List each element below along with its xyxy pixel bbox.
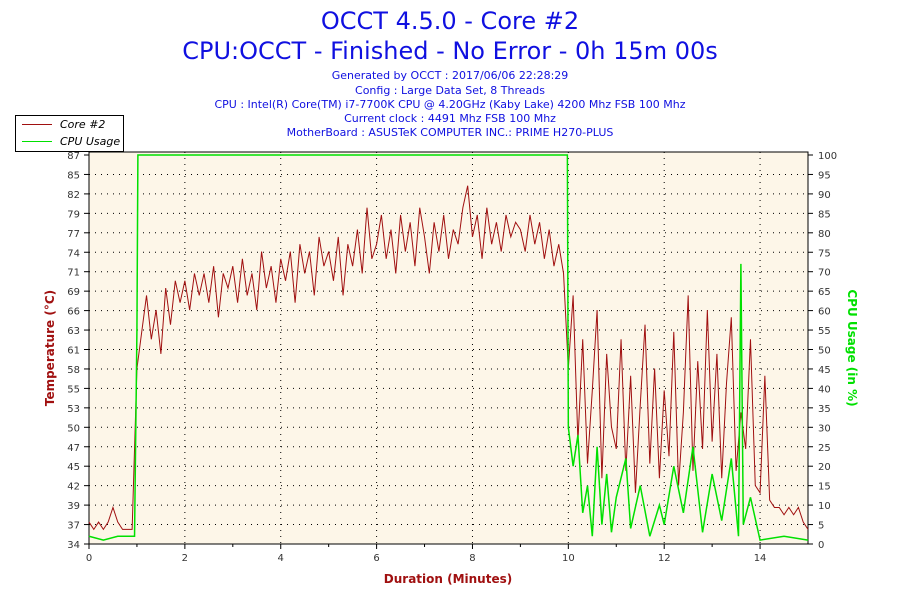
y-tick-label: 34 bbox=[67, 540, 80, 551]
y2-tick-label: 100 bbox=[818, 151, 837, 162]
y-tick-label: 50 bbox=[67, 423, 80, 434]
y-tick-label: 66 bbox=[67, 307, 80, 318]
series-cpu-usage-line bbox=[88, 154, 809, 541]
y-tick-label: 82 bbox=[67, 190, 80, 201]
y2-tick-label: 50 bbox=[818, 346, 831, 357]
y-tick-label: 87 bbox=[67, 151, 80, 162]
y-tick-label: 53 bbox=[67, 404, 80, 415]
y-tick-label: 61 bbox=[67, 346, 80, 357]
plot-area bbox=[88, 151, 809, 545]
y2-tick-label: 80 bbox=[818, 229, 831, 240]
chart-title: OCCT 4.5.0 - Core #2 bbox=[320, 7, 580, 35]
y-tick-label: 47 bbox=[67, 443, 80, 454]
y-tick-label: 55 bbox=[67, 384, 80, 395]
y-tick-label: 74 bbox=[67, 248, 80, 259]
x-tick-label: 8 bbox=[469, 553, 475, 564]
y2-tick-label: 5 bbox=[818, 521, 824, 532]
y-tick-label: 79 bbox=[67, 209, 80, 220]
x-tick-label: 14 bbox=[754, 553, 767, 564]
legend-cpu-usage: CPU Usage bbox=[22, 133, 120, 150]
info-config: Config : Large Data Set, 8 Threads bbox=[355, 84, 545, 97]
info-motherboard: MotherBoard : ASUSTeK COMPUTER INC.: PRI… bbox=[286, 126, 614, 139]
y-tick-label: 69 bbox=[67, 287, 80, 298]
x-tick-label: 12 bbox=[658, 553, 671, 564]
y2-tick-label: 55 bbox=[818, 326, 831, 337]
x-tick-label: 10 bbox=[562, 553, 575, 564]
y2-tick-label: 70 bbox=[818, 268, 831, 279]
y-tick-label: 58 bbox=[67, 365, 80, 376]
y-tick-label: 85 bbox=[67, 170, 80, 181]
x-tick-label: 6 bbox=[373, 553, 379, 564]
y2-tick-label: 85 bbox=[818, 209, 831, 220]
y2-tick-label: 30 bbox=[818, 423, 831, 434]
y2-tick-label: 65 bbox=[818, 287, 831, 298]
series-core2-line bbox=[88, 185, 809, 531]
legend: Core #2 CPU Usage bbox=[15, 115, 124, 152]
y2-tick-label: 40 bbox=[818, 384, 831, 395]
y2-tick-label: 25 bbox=[818, 443, 831, 454]
y2-tick-label: 45 bbox=[818, 365, 831, 376]
y-tick-label: 63 bbox=[67, 326, 80, 337]
x-tick-label: 0 bbox=[86, 553, 92, 564]
legend-core2: Core #2 bbox=[22, 116, 105, 133]
y-tick-label: 37 bbox=[67, 521, 80, 532]
y-tick-label: 71 bbox=[67, 268, 80, 279]
y2-tick-label: 0 bbox=[818, 540, 824, 551]
info-cpu: CPU : Intel(R) Core(TM) i7-7700K CPU @ 4… bbox=[214, 98, 686, 111]
y2-axis-label: CPU Usage (in %) bbox=[845, 289, 859, 406]
legend-cpu-label: CPU Usage bbox=[60, 135, 121, 148]
chart-subtitle: CPU:OCCT - Finished - No Error - 0h 15m … bbox=[182, 37, 718, 65]
y-tick-label: 39 bbox=[67, 501, 80, 512]
x-tick-label: 2 bbox=[182, 553, 188, 564]
x-axis-label: Duration (Minutes) bbox=[384, 572, 512, 586]
y2-tick-label: 35 bbox=[818, 404, 831, 415]
info-generated: Generated by OCCT : 2017/06/06 22:28:29 bbox=[331, 69, 569, 82]
y2-tick-label: 90 bbox=[818, 190, 831, 201]
info-clock: Current clock : 4491 Mhz FSB 100 Mhz bbox=[344, 112, 556, 125]
x-tick-label: 4 bbox=[278, 553, 284, 564]
y2-tick-label: 20 bbox=[818, 462, 831, 473]
y2-tick-label: 60 bbox=[818, 307, 831, 318]
y2-tick-label: 95 bbox=[818, 170, 831, 181]
y-tick-label: 42 bbox=[67, 482, 80, 493]
y2-tick-label: 10 bbox=[818, 501, 831, 512]
y-tick-label: 77 bbox=[67, 229, 80, 240]
y-tick-label: 45 bbox=[67, 462, 80, 473]
y2-tick-label: 75 bbox=[818, 248, 831, 259]
y2-tick-label: 15 bbox=[818, 482, 831, 493]
y-axis-label: Temperature (°C) bbox=[43, 290, 57, 406]
legend-core2-label: Core #2 bbox=[60, 118, 106, 131]
